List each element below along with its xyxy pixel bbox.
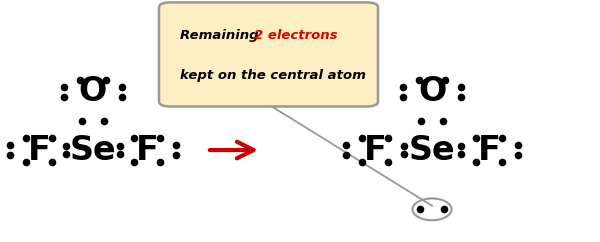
FancyBboxPatch shape bbox=[159, 2, 378, 106]
Text: F: F bbox=[28, 134, 50, 166]
Text: F: F bbox=[478, 134, 500, 166]
Text: F: F bbox=[364, 134, 386, 166]
Text: O: O bbox=[418, 76, 446, 108]
Text: 2 electrons: 2 electrons bbox=[254, 29, 337, 42]
Text: Se: Se bbox=[70, 134, 116, 166]
Text: Se: Se bbox=[409, 134, 455, 166]
Text: O: O bbox=[79, 76, 107, 108]
Text: F: F bbox=[136, 134, 158, 166]
Text: Remaining: Remaining bbox=[180, 29, 263, 42]
Text: kept on the central atom: kept on the central atom bbox=[180, 69, 366, 82]
